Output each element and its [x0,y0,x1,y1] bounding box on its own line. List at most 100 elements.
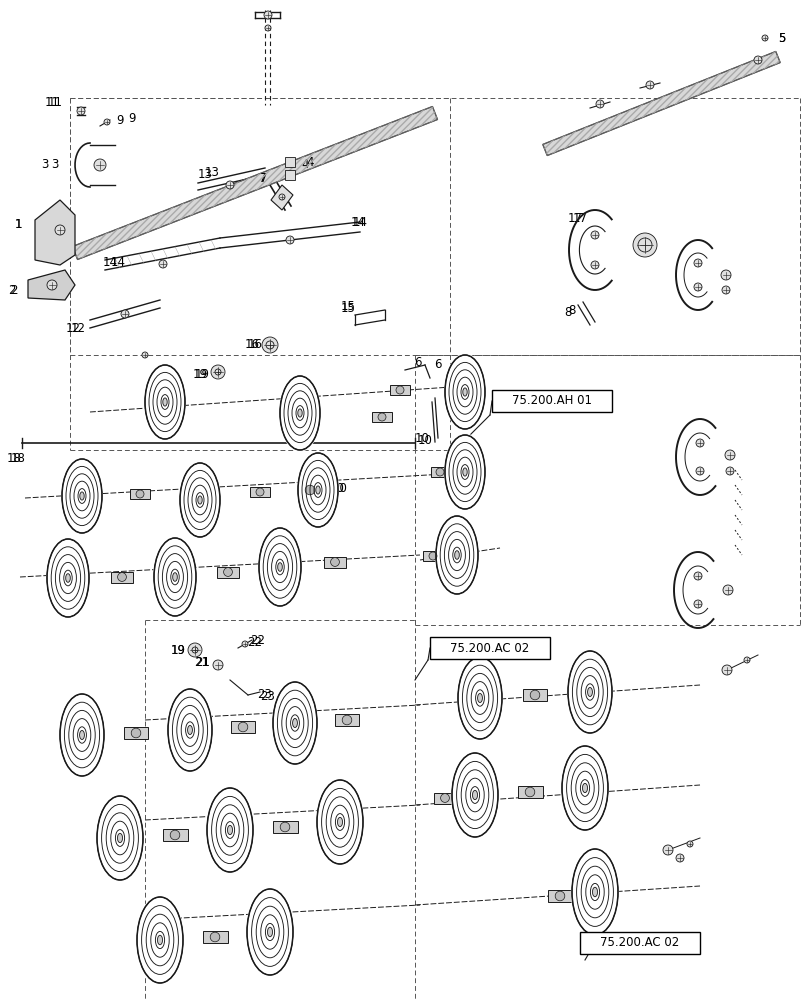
Bar [250,487,270,497]
Text: 18: 18 [11,452,25,464]
Circle shape [694,259,702,267]
Ellipse shape [198,496,202,504]
Ellipse shape [463,388,467,396]
Bar [390,385,410,395]
Ellipse shape [440,794,449,802]
Ellipse shape [258,526,302,608]
Text: 1: 1 [15,219,22,232]
Text: 8: 8 [564,306,572,318]
Circle shape [633,233,657,257]
Text: 19: 19 [170,644,186,656]
Bar [423,551,443,561]
Bar [272,821,297,833]
Text: 20: 20 [330,482,344,494]
Bar [431,467,449,477]
Bar [217,566,239,578]
Circle shape [142,352,148,358]
Ellipse shape [228,825,233,835]
Circle shape [265,25,271,31]
Circle shape [762,35,768,41]
Ellipse shape [316,486,320,494]
Circle shape [723,585,733,595]
Text: 22: 22 [247,636,263,648]
Text: 75.200.AC 02: 75.200.AC 02 [450,642,529,654]
Circle shape [676,854,684,862]
Text: 14: 14 [351,216,365,229]
Text: 9: 9 [128,111,136,124]
Ellipse shape [179,461,221,539]
Text: 11: 11 [44,96,60,108]
Circle shape [242,641,248,647]
Ellipse shape [224,568,233,576]
Ellipse shape [136,895,184,985]
Ellipse shape [280,822,290,832]
Bar [548,890,573,902]
Ellipse shape [583,783,587,793]
Circle shape [722,665,732,675]
Text: 13: 13 [198,168,213,182]
Ellipse shape [338,817,343,827]
Text: 4: 4 [306,155,314,168]
Ellipse shape [570,847,619,937]
Ellipse shape [343,715,351,725]
Circle shape [754,56,762,64]
Text: 17: 17 [573,212,587,225]
Text: 14: 14 [103,256,117,269]
Ellipse shape [567,649,613,735]
Circle shape [744,657,750,663]
Ellipse shape [65,574,70,582]
Bar [130,489,150,499]
Ellipse shape [330,558,339,566]
Circle shape [687,841,693,847]
Text: 75.200.AC 02: 75.200.AC 02 [600,936,680,950]
Ellipse shape [463,468,467,476]
Ellipse shape [561,744,609,832]
FancyBboxPatch shape [430,637,550,659]
Text: 23: 23 [260,690,276,702]
Text: 11: 11 [48,96,62,108]
Ellipse shape [378,413,386,421]
Text: 3: 3 [52,158,59,172]
Ellipse shape [592,887,598,897]
Text: 21: 21 [195,656,209,670]
Ellipse shape [131,728,141,738]
Bar [335,714,359,726]
Circle shape [696,467,704,475]
Ellipse shape [530,690,540,700]
Ellipse shape [457,655,503,741]
Circle shape [721,270,731,280]
Circle shape [94,159,106,171]
Ellipse shape [80,492,84,500]
Circle shape [646,81,654,89]
Circle shape [591,261,599,269]
Text: 2: 2 [11,284,18,296]
Circle shape [121,310,129,318]
Circle shape [192,647,198,653]
Ellipse shape [153,536,197,618]
FancyBboxPatch shape [580,932,700,954]
Circle shape [77,107,85,115]
Ellipse shape [279,374,321,452]
Circle shape [638,238,652,252]
Text: 19: 19 [192,368,208,381]
Ellipse shape [206,786,255,874]
Ellipse shape [173,573,177,581]
Bar [285,157,295,167]
Circle shape [279,194,285,200]
Ellipse shape [444,433,486,511]
Text: 10: 10 [415,432,429,444]
Circle shape [215,369,221,375]
Text: 1: 1 [15,219,22,232]
Ellipse shape [436,468,444,476]
Ellipse shape [473,790,478,800]
Text: 19: 19 [170,644,186,656]
Polygon shape [35,200,75,265]
Circle shape [55,225,65,235]
Circle shape [591,231,599,239]
Polygon shape [28,270,75,300]
Ellipse shape [162,398,167,406]
Ellipse shape [144,363,186,441]
Ellipse shape [316,778,364,866]
Circle shape [266,341,274,349]
Text: 23: 23 [258,688,272,702]
